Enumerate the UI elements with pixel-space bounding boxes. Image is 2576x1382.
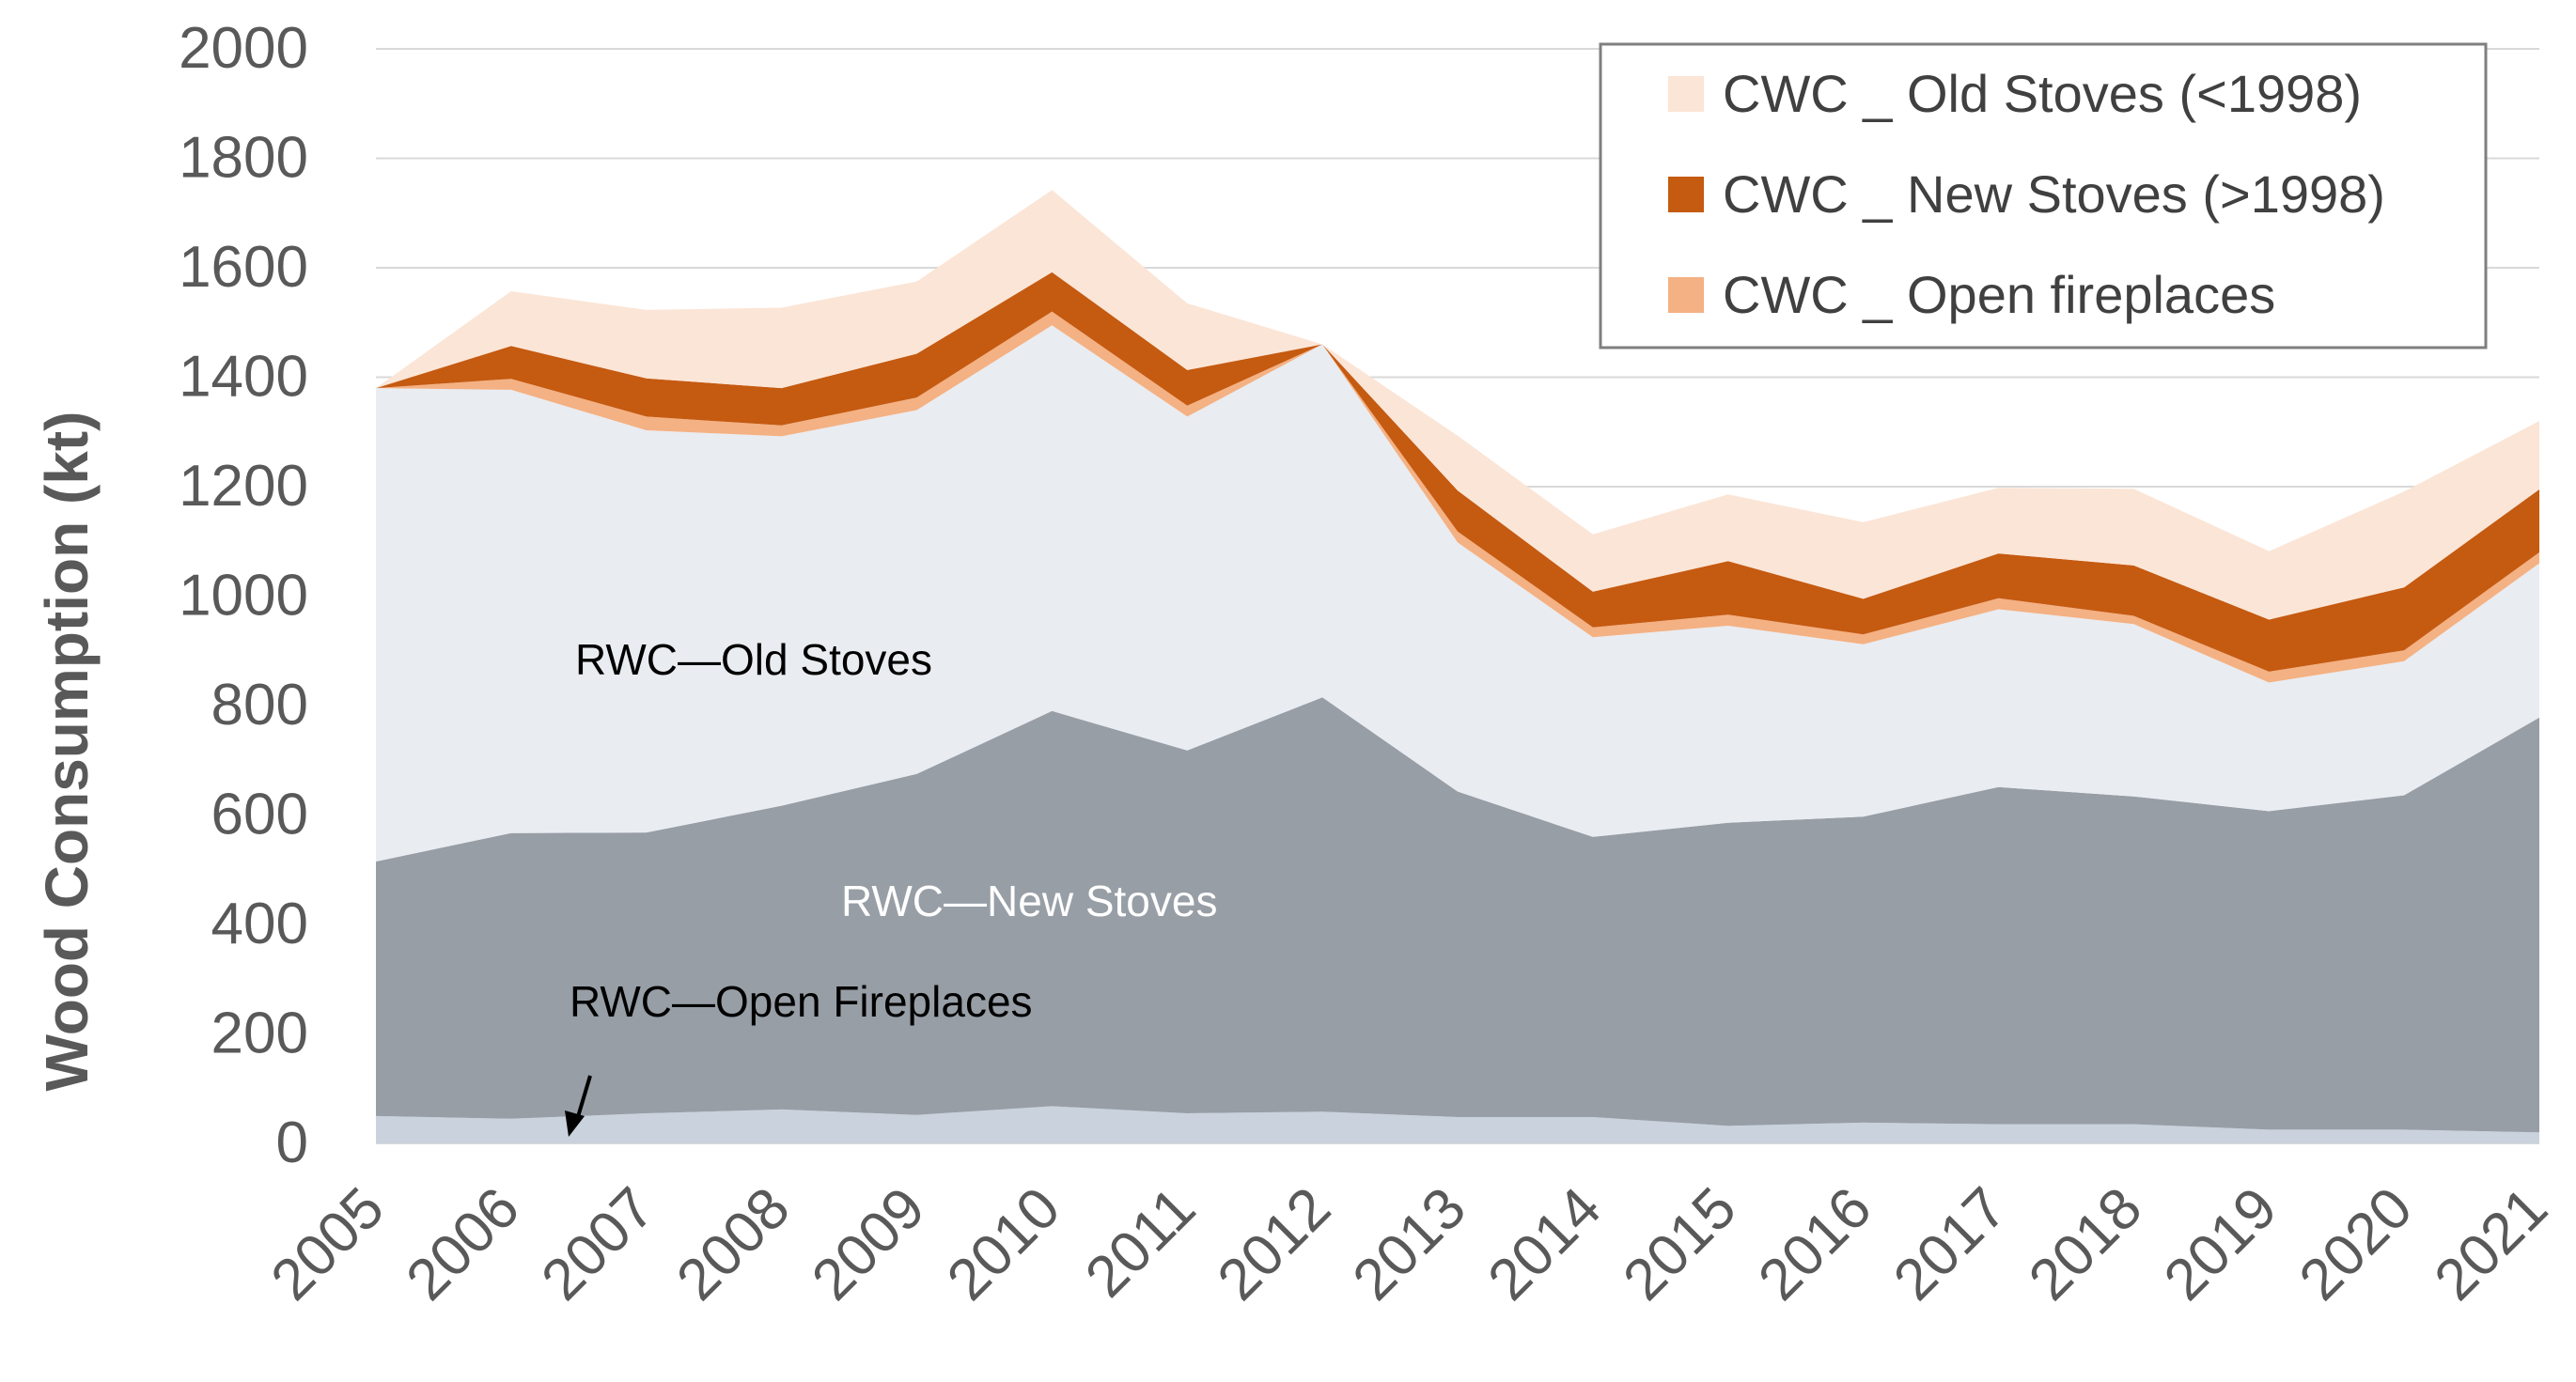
area-series-rwc-old-stoves — [376, 325, 2539, 862]
annotation-arrow-head — [565, 1110, 585, 1137]
y-tick-label: 1200 — [179, 454, 308, 519]
x-tick-label: 2020 — [2287, 1175, 2425, 1312]
annotation-arrow-line — [575, 1075, 592, 1121]
x-tick-label: 2009 — [800, 1175, 937, 1312]
legend-label-cwc-old-stoves-1998: CWC _ Old Stoves (<1998) — [1723, 64, 2362, 123]
annotation-old-stoves: RWC—Old Stoves — [575, 635, 932, 684]
x-tick-label: 2007 — [529, 1175, 666, 1312]
y-tick-label: 200 — [211, 1002, 308, 1066]
x-tick-label: 2014 — [1475, 1175, 1613, 1312]
legend-swatch-cwc-open-fireplaces — [1668, 277, 1704, 313]
x-tick-label: 2013 — [1341, 1175, 1478, 1312]
x-tick-label: 2005 — [259, 1175, 397, 1312]
area-series-cwc-new-stoves-1998 — [376, 272, 2539, 672]
legend-swatch-cwc-old-stoves-1998 — [1668, 76, 1704, 112]
area-series-cwc-old-stoves-1998 — [376, 190, 2539, 620]
x-tick-label: 2017 — [1881, 1175, 2019, 1312]
annotation-open-fireplaces: RWC—Open Fireplaces — [570, 977, 1033, 1026]
y-tick-label: 800 — [211, 673, 308, 738]
x-tick-label: 2006 — [394, 1175, 531, 1312]
x-tick-label: 2011 — [1073, 1175, 1208, 1310]
x-tick-label: 2016 — [1746, 1175, 1883, 1312]
y-tick-label: 600 — [211, 783, 308, 847]
x-tick-label: 2021 — [2423, 1175, 2560, 1312]
legend-label-cwc-open-fireplaces: CWC _ Open fireplaces — [1723, 265, 2275, 324]
legend-swatch-cwc-new-stoves-1998 — [1668, 177, 1704, 212]
area-series-rwc-new-stoves — [376, 697, 2539, 1133]
y-tick-label: 1800 — [179, 126, 308, 191]
x-tick-label: 2010 — [935, 1175, 1072, 1312]
area-series-rwc-open-fireplaces — [376, 1106, 2539, 1143]
area-series-cwc-open-fireplaces — [376, 311, 2539, 683]
y-tick-label: 1000 — [179, 564, 308, 629]
annotation-new-stoves: RWC—New Stoves — [841, 877, 1217, 925]
x-tick-label: 2008 — [664, 1175, 802, 1312]
x-tick-label: 2015 — [1611, 1175, 1748, 1312]
x-tick-label: 2018 — [2017, 1175, 2154, 1312]
y-tick-label: 2000 — [179, 16, 308, 81]
y-axis-title: Wood Consumption (kt) — [33, 411, 101, 1092]
y-tick-label: 0 — [276, 1110, 308, 1175]
x-tick-label: 2019 — [2152, 1175, 2289, 1312]
legend-label-cwc-new-stoves-1998: CWC _ New Stoves (>1998) — [1723, 164, 2385, 224]
x-tick-label: 2012 — [1206, 1175, 1343, 1312]
y-tick-label: 400 — [211, 892, 308, 956]
y-tick-label: 1400 — [179, 345, 308, 410]
y-tick-label: 1600 — [179, 235, 308, 300]
legend-box — [1599, 42, 2488, 349]
